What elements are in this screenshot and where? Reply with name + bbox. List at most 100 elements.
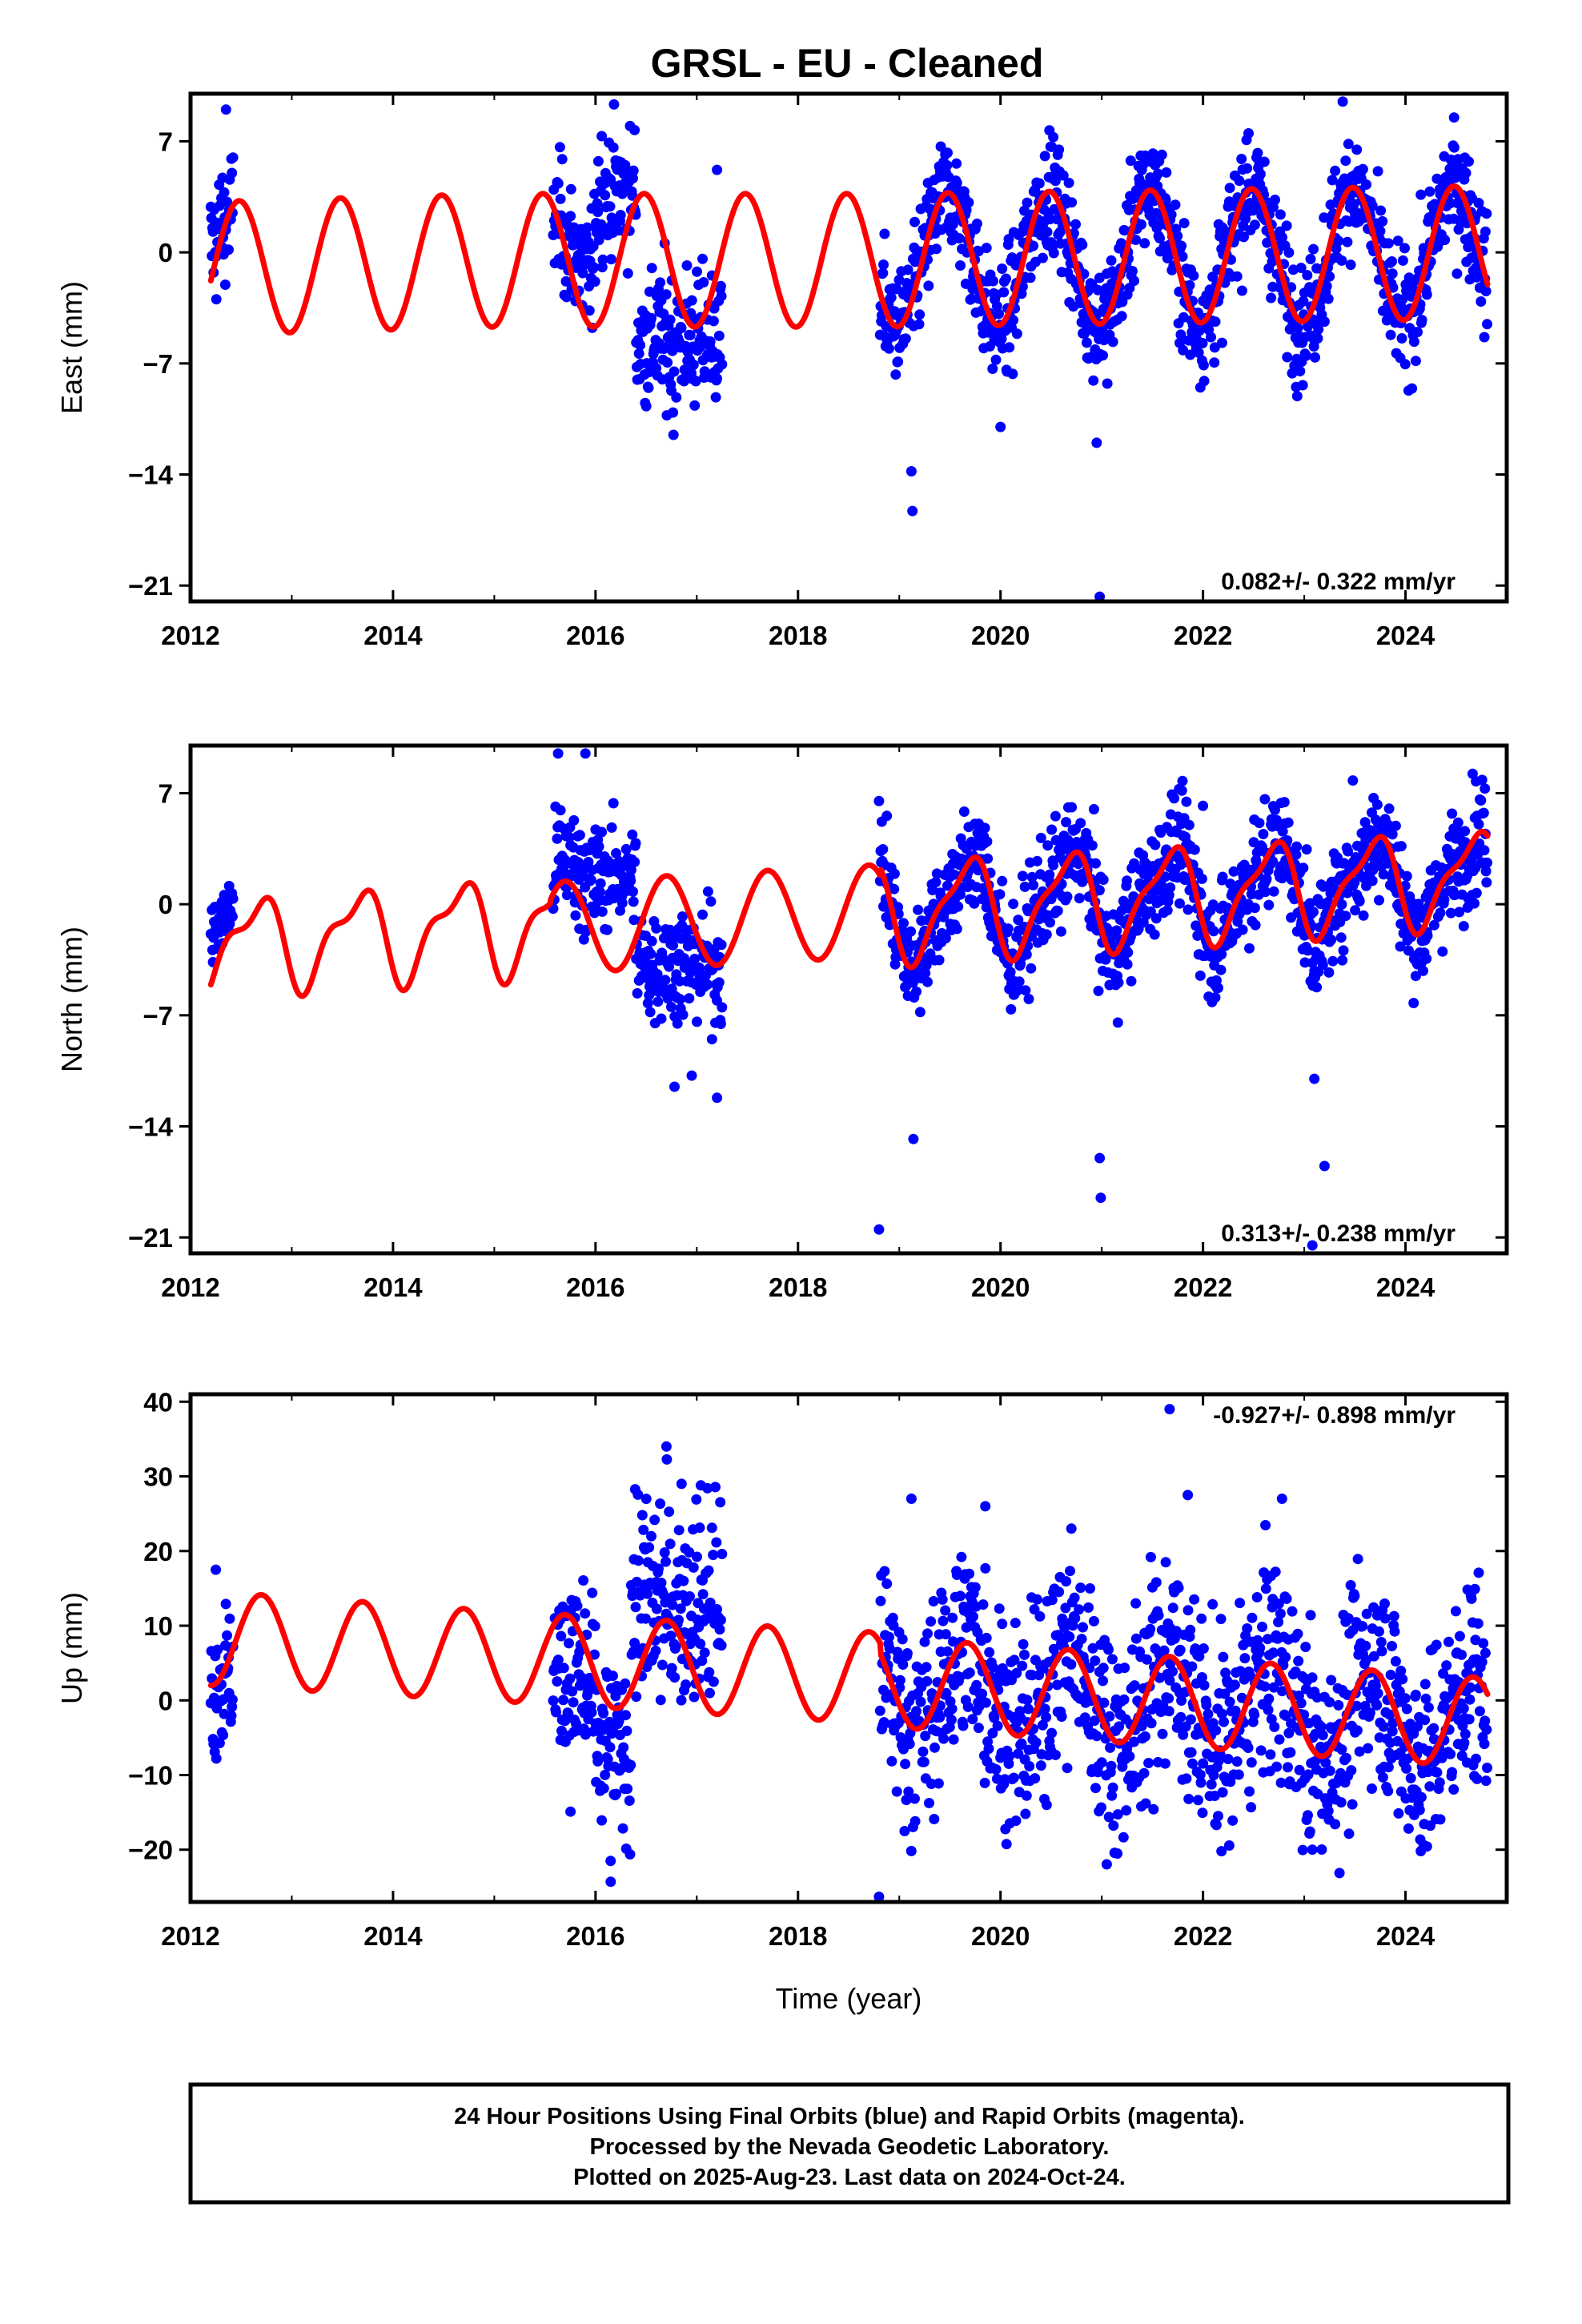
up-data-point xyxy=(1445,1748,1456,1759)
east-data-point xyxy=(1348,199,1359,210)
east-data-point xyxy=(1387,268,1398,279)
up-data-point xyxy=(1434,1777,1445,1788)
east-data-point xyxy=(1175,329,1186,340)
up-data-point xyxy=(1118,1694,1130,1705)
up-data-point xyxy=(705,1597,716,1608)
up-data-point xyxy=(630,1602,641,1613)
east-data-point xyxy=(1392,235,1403,247)
north-data-point xyxy=(913,904,924,915)
up-data-point xyxy=(1089,1715,1100,1727)
north-data-point xyxy=(1303,945,1313,956)
east-data-point xyxy=(1300,350,1311,361)
up-data-point xyxy=(1388,1610,1399,1622)
up-data-point xyxy=(1098,1697,1110,1708)
north-data-point xyxy=(1263,899,1275,911)
north-data-point xyxy=(1150,913,1162,924)
north-data-point xyxy=(1213,983,1223,994)
up-data-point xyxy=(1208,1770,1219,1781)
up-data-point xyxy=(1008,1772,1019,1783)
north-data-point xyxy=(1162,905,1173,916)
east-data-point xyxy=(913,319,925,330)
east-data-point xyxy=(1453,224,1464,235)
east-data-point xyxy=(1139,238,1150,249)
east-data-point xyxy=(211,294,222,305)
north-data-point xyxy=(1337,955,1348,966)
up-data-point xyxy=(1011,1667,1022,1679)
east-y-tick-label: 7 xyxy=(159,127,173,156)
up-data-point xyxy=(1167,1602,1178,1614)
up-data-point xyxy=(703,1565,714,1576)
up-data-point xyxy=(1196,1672,1207,1683)
up-data-point xyxy=(964,1568,975,1579)
up-data-point xyxy=(980,1562,991,1574)
up-data-point xyxy=(1130,1633,1142,1644)
north-data-point xyxy=(646,935,657,947)
east-data-point xyxy=(705,336,716,347)
up-data-point xyxy=(1064,1631,1075,1642)
up-data-point xyxy=(661,1556,671,1567)
up-data-point xyxy=(1267,1647,1279,1659)
up-data-point xyxy=(1285,1747,1296,1758)
east-data-point xyxy=(1210,316,1221,328)
up-data-point xyxy=(1378,1721,1389,1732)
east-data-point xyxy=(1166,209,1177,220)
east-data-point xyxy=(596,131,608,142)
up-data-point xyxy=(1482,1763,1492,1773)
up-data-point xyxy=(1076,1634,1087,1645)
up-data-point xyxy=(997,1618,1008,1630)
north-data-point xyxy=(1159,871,1170,883)
up-data-point xyxy=(218,1730,229,1741)
up-data-point xyxy=(878,1717,889,1728)
east-outlier-point xyxy=(995,421,1006,432)
up-data-point xyxy=(1090,1783,1101,1794)
up-data-point xyxy=(1046,1594,1058,1606)
east-data-point xyxy=(942,147,953,159)
up-data-point xyxy=(1019,1649,1030,1660)
up-data-point xyxy=(1464,1714,1475,1725)
up-data-point xyxy=(640,1613,651,1624)
north-data-point xyxy=(953,901,964,912)
east-outlier-point xyxy=(668,429,679,440)
up-data-point xyxy=(1311,1692,1323,1703)
east-data-point xyxy=(600,190,611,201)
up-data-point xyxy=(897,1659,909,1670)
up-data-point xyxy=(669,1672,681,1683)
up-outlier-point xyxy=(1164,1404,1175,1415)
up-data-point xyxy=(715,1614,726,1626)
up-data-point xyxy=(887,1612,898,1623)
north-data-point xyxy=(1066,802,1078,813)
east-data-point xyxy=(951,158,962,169)
east-data-point xyxy=(1058,170,1069,181)
up-data-point xyxy=(1270,1566,1281,1578)
up-data-point xyxy=(1215,1750,1226,1761)
up-data-point xyxy=(1343,1828,1355,1839)
east-data-point xyxy=(1336,255,1347,266)
up-data-point xyxy=(226,1711,237,1721)
up-data-point xyxy=(1010,1815,1022,1826)
up-data-point xyxy=(1251,1592,1263,1602)
east-data-point xyxy=(608,99,620,110)
north-data-point xyxy=(628,886,638,897)
north-outlier-point xyxy=(552,748,564,759)
up-data-point xyxy=(1464,1694,1476,1705)
up-data-point xyxy=(604,1742,616,1753)
east-data-point xyxy=(1327,175,1338,186)
east-data-point xyxy=(1262,237,1273,248)
east-data-point xyxy=(1147,148,1158,159)
up-data-point xyxy=(1163,1693,1174,1704)
east-data-point xyxy=(1287,264,1299,275)
north-data-point xyxy=(1189,844,1200,855)
east-data-point xyxy=(931,243,942,255)
east-data-point xyxy=(1125,155,1136,167)
east-data-point xyxy=(646,263,657,274)
east-data-point xyxy=(1340,155,1351,167)
up-data-point xyxy=(1368,1651,1379,1662)
east-data-point xyxy=(1138,159,1149,171)
up-data-point xyxy=(1375,1637,1387,1647)
up-data-point xyxy=(1247,1612,1258,1623)
up-data-point xyxy=(1354,1746,1365,1757)
east-data-point xyxy=(1385,329,1396,340)
east-data-point xyxy=(565,183,576,195)
east-rate-label: 0.082+/- 0.322 mm/yr xyxy=(1221,569,1456,595)
up-data-point xyxy=(1274,1734,1285,1745)
